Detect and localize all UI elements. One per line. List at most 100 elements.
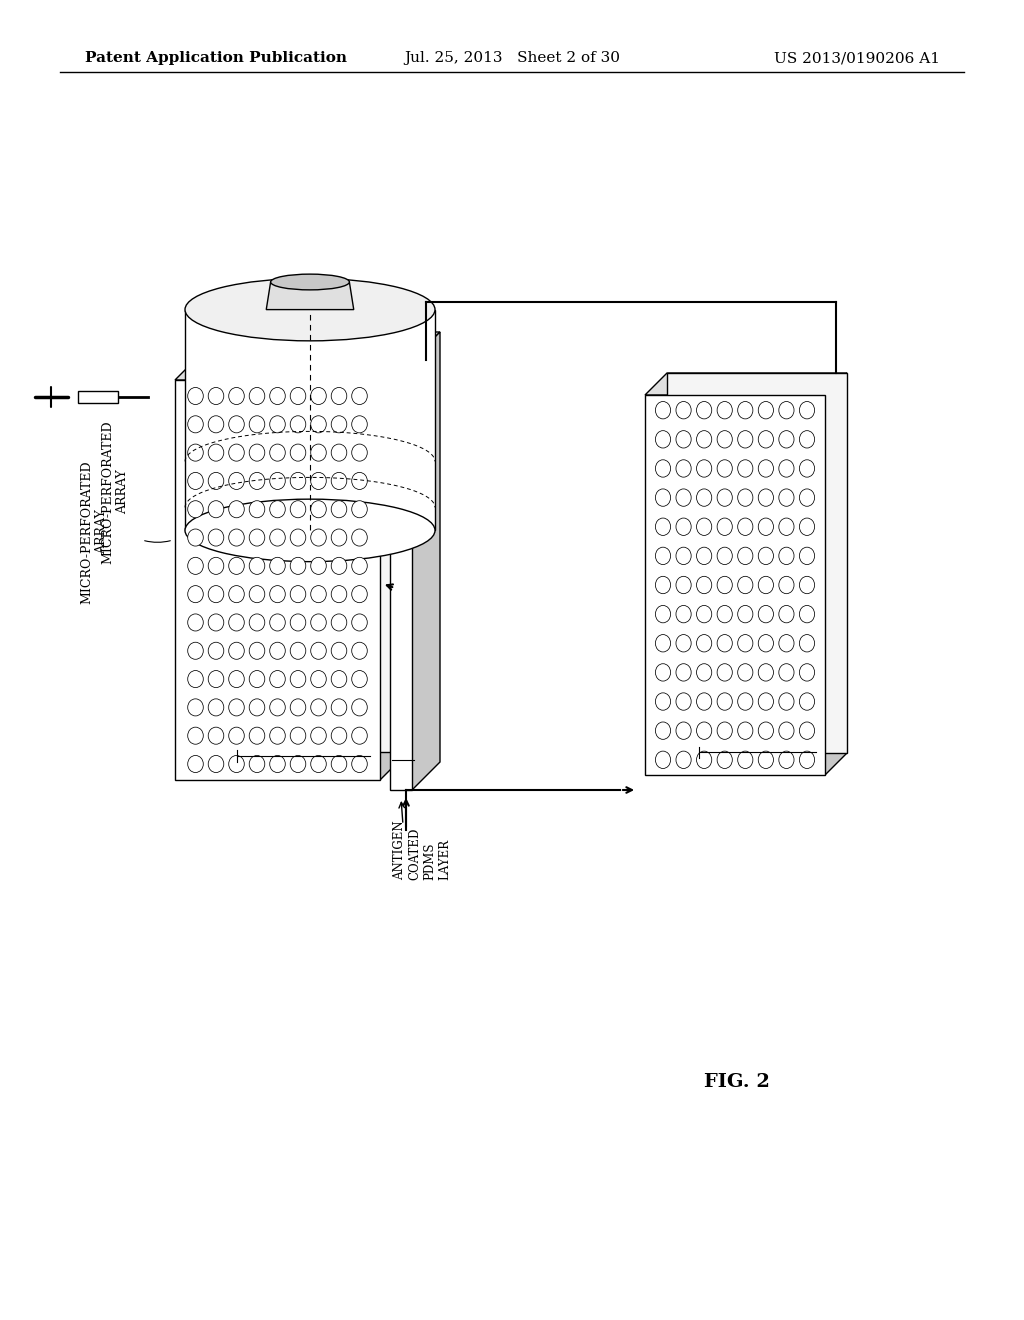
Ellipse shape [187, 416, 204, 433]
Ellipse shape [351, 698, 368, 715]
Ellipse shape [185, 279, 435, 341]
Ellipse shape [249, 500, 265, 517]
Ellipse shape [351, 643, 368, 659]
Ellipse shape [208, 671, 224, 688]
Ellipse shape [269, 614, 286, 631]
Text: Jul. 25, 2013   Sheet 2 of 30: Jul. 25, 2013 Sheet 2 of 30 [404, 51, 620, 65]
Ellipse shape [310, 388, 327, 404]
Ellipse shape [208, 698, 224, 715]
Ellipse shape [249, 586, 265, 603]
Ellipse shape [310, 444, 327, 461]
Ellipse shape [269, 388, 286, 404]
Ellipse shape [208, 643, 224, 659]
Ellipse shape [696, 664, 712, 681]
Ellipse shape [290, 416, 306, 433]
Ellipse shape [187, 473, 204, 490]
Polygon shape [667, 374, 847, 752]
Ellipse shape [331, 614, 347, 631]
Ellipse shape [737, 488, 753, 507]
Ellipse shape [310, 755, 327, 772]
Ellipse shape [676, 635, 691, 652]
Ellipse shape [800, 401, 815, 418]
Ellipse shape [655, 459, 671, 477]
Ellipse shape [290, 557, 306, 574]
Text: ANTIGEN
COATED
PDMS
LAYER: ANTIGEN COATED PDMS LAYER [393, 820, 451, 879]
Ellipse shape [187, 671, 204, 688]
Ellipse shape [331, 557, 347, 574]
Ellipse shape [676, 577, 691, 594]
Ellipse shape [269, 698, 286, 715]
Ellipse shape [655, 693, 671, 710]
Ellipse shape [331, 500, 347, 517]
Ellipse shape [779, 722, 794, 739]
Ellipse shape [676, 401, 691, 418]
Ellipse shape [208, 529, 224, 546]
Ellipse shape [187, 755, 204, 772]
Ellipse shape [737, 577, 753, 594]
Ellipse shape [758, 606, 773, 623]
Ellipse shape [269, 755, 286, 772]
Ellipse shape [696, 635, 712, 652]
Ellipse shape [310, 416, 327, 433]
Ellipse shape [290, 444, 306, 461]
Ellipse shape [655, 751, 671, 768]
Ellipse shape [351, 671, 368, 688]
Polygon shape [175, 380, 380, 780]
Ellipse shape [310, 698, 327, 715]
Ellipse shape [290, 671, 306, 688]
Text: Patent Application Publication: Patent Application Publication [85, 51, 347, 65]
Ellipse shape [676, 722, 691, 739]
Ellipse shape [270, 275, 349, 290]
Ellipse shape [290, 727, 306, 744]
Ellipse shape [228, 388, 245, 404]
Ellipse shape [249, 614, 265, 631]
Ellipse shape [676, 693, 691, 710]
Ellipse shape [800, 664, 815, 681]
Ellipse shape [351, 444, 368, 461]
Ellipse shape [351, 416, 368, 433]
Ellipse shape [331, 698, 347, 715]
Ellipse shape [351, 388, 368, 404]
Text: MICRO-PERFORATED
ARRAY: MICRO-PERFORATED ARRAY [101, 420, 129, 564]
Ellipse shape [800, 488, 815, 507]
Ellipse shape [187, 727, 204, 744]
Polygon shape [185, 310, 435, 531]
Polygon shape [825, 374, 847, 775]
Ellipse shape [779, 430, 794, 447]
Ellipse shape [717, 635, 732, 652]
Polygon shape [390, 360, 412, 789]
Ellipse shape [228, 557, 245, 574]
Ellipse shape [249, 755, 265, 772]
Ellipse shape [737, 693, 753, 710]
Ellipse shape [310, 727, 327, 744]
Ellipse shape [331, 671, 347, 688]
Ellipse shape [779, 635, 794, 652]
Ellipse shape [779, 693, 794, 710]
Ellipse shape [187, 388, 204, 404]
Ellipse shape [269, 416, 286, 433]
Ellipse shape [228, 727, 245, 744]
Ellipse shape [737, 401, 753, 418]
Ellipse shape [351, 755, 368, 772]
Ellipse shape [758, 401, 773, 418]
Polygon shape [78, 391, 118, 403]
Ellipse shape [655, 430, 671, 447]
Ellipse shape [696, 693, 712, 710]
Ellipse shape [800, 548, 815, 565]
Ellipse shape [228, 698, 245, 715]
Ellipse shape [331, 643, 347, 659]
Ellipse shape [737, 722, 753, 739]
Ellipse shape [331, 473, 347, 490]
Ellipse shape [800, 751, 815, 768]
Ellipse shape [228, 643, 245, 659]
Ellipse shape [208, 614, 224, 631]
Ellipse shape [758, 459, 773, 477]
Ellipse shape [655, 488, 671, 507]
Ellipse shape [290, 698, 306, 715]
Ellipse shape [737, 751, 753, 768]
Ellipse shape [269, 473, 286, 490]
Ellipse shape [331, 529, 347, 546]
Ellipse shape [228, 586, 245, 603]
Ellipse shape [208, 388, 224, 404]
Ellipse shape [758, 577, 773, 594]
